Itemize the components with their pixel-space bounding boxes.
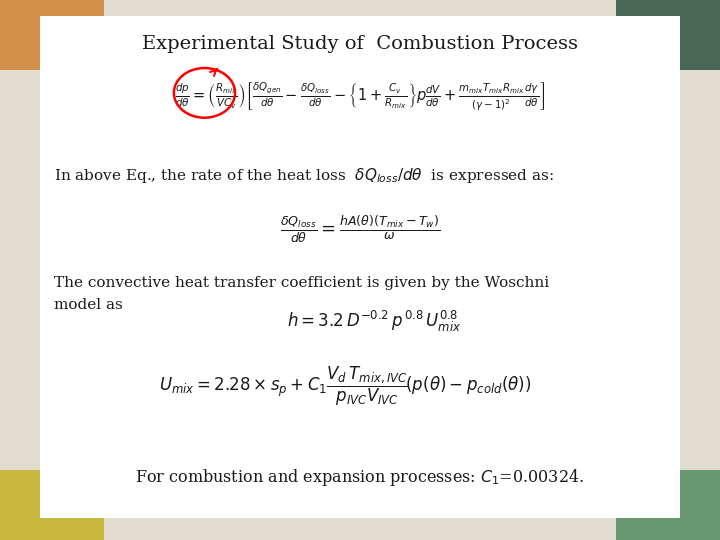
FancyBboxPatch shape bbox=[0, 0, 104, 70]
Text: Experimental Study of  Combustion Process: Experimental Study of Combustion Process bbox=[142, 35, 578, 53]
Text: For combustion and expansion processes: $C_1$=0.00324.: For combustion and expansion processes: … bbox=[135, 468, 585, 488]
Text: $\frac{\delta Q_{loss}}{d\theta} = \frac{hA(\theta)(T_{mix} - T_w)}{\omega}$: $\frac{\delta Q_{loss}}{d\theta} = \frac… bbox=[280, 214, 440, 245]
FancyBboxPatch shape bbox=[0, 470, 104, 540]
FancyBboxPatch shape bbox=[40, 16, 680, 518]
Text: $U_{mix} = 2.28\times s_p + C_1\dfrac{V_d\,T_{mix,IVC}}{p_{IVC}V_{IVC}}\!\left(p: $U_{mix} = 2.28\times s_p + C_1\dfrac{V_… bbox=[159, 364, 532, 408]
Text: $h = 3.2\,D^{-0.2}\,p^{\,0.8}\,U_{mix}^{0.8}$: $h = 3.2\,D^{-0.2}\,p^{\,0.8}\,U_{mix}^{… bbox=[287, 309, 462, 334]
FancyBboxPatch shape bbox=[616, 470, 720, 540]
Text: The convective heat transfer coefficient is given by the Woschni: The convective heat transfer coefficient… bbox=[54, 276, 549, 291]
FancyBboxPatch shape bbox=[616, 0, 720, 70]
Text: $\frac{dp}{d\theta} = \left(\frac{R_{mix}}{VC_v}\right)\left[\frac{\delta Q_{gen: $\frac{dp}{d\theta} = \left(\frac{R_{mix… bbox=[175, 81, 545, 113]
Text: model as: model as bbox=[54, 298, 122, 312]
Text: In above Eq., the rate of the heat loss  $\delta Q_{loss}/d\theta$  is expressed: In above Eq., the rate of the heat loss … bbox=[54, 166, 554, 185]
